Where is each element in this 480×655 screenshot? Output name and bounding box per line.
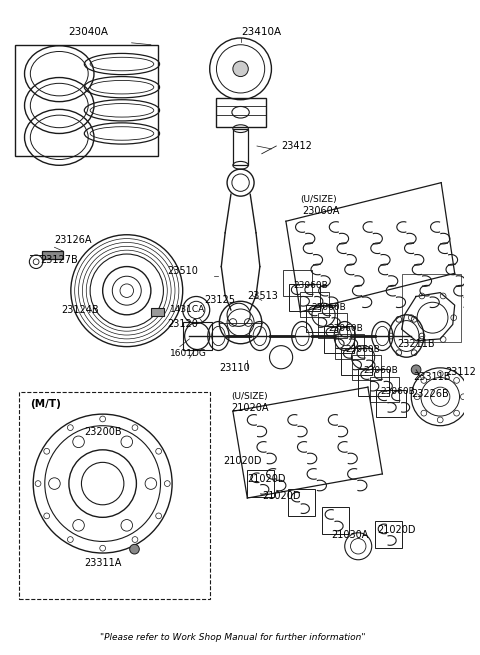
Bar (375, 521, 402, 548)
Bar (402, 274, 461, 342)
Bar (283, 271, 312, 295)
Text: 21020D: 21020D (262, 491, 300, 501)
Text: (M/T): (M/T) (30, 400, 61, 409)
Bar (42, 251, 63, 259)
Text: 23060B: 23060B (311, 303, 346, 312)
Text: 23120: 23120 (167, 320, 198, 329)
Text: 23060B: 23060B (363, 366, 398, 375)
Bar (306, 305, 337, 332)
Text: 23112: 23112 (445, 367, 476, 377)
Bar (358, 369, 389, 396)
Text: 23060B: 23060B (346, 345, 381, 354)
Text: 23060B: 23060B (381, 388, 415, 396)
Text: 23060B: 23060B (294, 282, 328, 290)
Text: 23110: 23110 (219, 363, 250, 373)
Bar (318, 313, 347, 338)
Text: 23311A: 23311A (84, 557, 121, 568)
Bar (300, 291, 329, 317)
Text: (U/SIZE): (U/SIZE) (231, 392, 267, 402)
Bar (376, 390, 407, 417)
Bar (289, 284, 320, 311)
Text: 23513: 23513 (247, 291, 278, 301)
Circle shape (130, 544, 139, 554)
Text: 1601DG: 1601DG (170, 349, 207, 358)
Circle shape (233, 61, 248, 77)
Text: 23226B: 23226B (411, 389, 449, 399)
Bar (352, 355, 382, 381)
Text: 21030A: 21030A (331, 530, 369, 540)
Text: 21020D: 21020D (223, 457, 262, 466)
Text: 23125: 23125 (204, 295, 235, 305)
Bar (324, 326, 354, 354)
Bar (341, 348, 372, 375)
Circle shape (411, 365, 421, 375)
Text: 23126A: 23126A (54, 234, 92, 244)
Bar (183, 322, 212, 350)
Text: 23412: 23412 (281, 141, 312, 151)
Bar (216, 98, 265, 126)
Bar (335, 334, 364, 359)
Text: 1431CA: 1431CA (170, 305, 205, 314)
Text: 23060B: 23060B (328, 324, 363, 333)
Text: 23060A: 23060A (302, 206, 340, 215)
Text: 23510: 23510 (167, 267, 198, 276)
Bar (233, 128, 248, 165)
Text: 21020A: 21020A (231, 403, 268, 413)
Bar (15, 45, 157, 156)
Text: 23200B: 23200B (84, 428, 121, 438)
Text: 23311B: 23311B (413, 373, 451, 383)
Text: 21020D: 21020D (378, 525, 416, 535)
Text: 23040A: 23040A (68, 28, 108, 37)
Bar (370, 377, 399, 402)
Bar (288, 489, 315, 516)
Text: 21020D: 21020D (247, 474, 286, 484)
Text: 23124B: 23124B (61, 305, 99, 315)
Text: 23211B: 23211B (397, 339, 434, 348)
Bar (19, 392, 210, 599)
Bar (322, 507, 348, 534)
Text: "Please refer to Work Shop Manual for further information": "Please refer to Work Shop Manual for fu… (100, 633, 366, 642)
Text: (U/SIZE): (U/SIZE) (300, 195, 337, 204)
Bar (151, 308, 164, 316)
Bar (247, 470, 275, 497)
Text: 23410A: 23410A (242, 28, 282, 37)
Text: 23127B: 23127B (40, 255, 78, 265)
